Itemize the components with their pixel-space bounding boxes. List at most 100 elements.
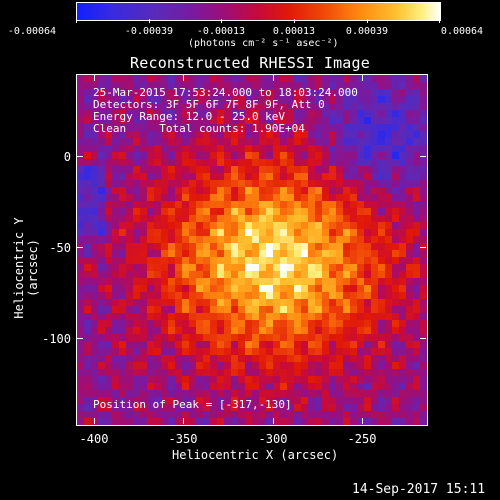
heatmap-cell — [112, 411, 119, 418]
heatmap-cell — [308, 285, 315, 292]
heatmap-cell — [329, 362, 336, 369]
heatmap-cell — [203, 418, 210, 425]
heatmap-cell — [266, 376, 273, 383]
heatmap-cell — [336, 173, 343, 180]
colorbar-tick-label: -0.00013 — [196, 26, 246, 37]
heatmap-cell — [182, 82, 189, 89]
heatmap-cell — [336, 82, 343, 89]
heatmap-cell — [280, 285, 287, 292]
plot-area — [76, 74, 428, 426]
heatmap-cell — [217, 201, 224, 208]
heatmap-cell — [357, 82, 364, 89]
heatmap-cell — [182, 96, 189, 103]
heatmap-cell — [259, 390, 266, 397]
heatmap-cell — [385, 271, 392, 278]
heatmap-cell — [147, 320, 154, 327]
heatmap-cell — [91, 159, 98, 166]
heatmap-cell — [168, 166, 175, 173]
heatmap-cell — [84, 418, 91, 425]
heatmap-cell — [147, 376, 154, 383]
heatmap-cell — [210, 159, 217, 166]
heatmap-cell — [280, 278, 287, 285]
heatmap-cell — [364, 236, 371, 243]
heatmap-cell — [77, 131, 84, 138]
heatmap-cell — [119, 222, 126, 229]
heatmap-cell — [77, 369, 84, 376]
heatmap-cell — [168, 369, 175, 376]
heatmap-cell — [392, 257, 399, 264]
heatmap-cell — [84, 194, 91, 201]
heatmap-cell — [301, 82, 308, 89]
heatmap-cell — [203, 334, 210, 341]
heatmap-cell — [77, 313, 84, 320]
heatmap-cell — [238, 173, 245, 180]
heatmap-cell — [420, 215, 427, 222]
heatmap-cell — [84, 376, 91, 383]
heatmap-cell — [371, 229, 378, 236]
heatmap-cell — [273, 355, 280, 362]
heatmap-cell — [322, 89, 329, 96]
heatmap-cell — [231, 320, 238, 327]
heatmap-cell — [308, 369, 315, 376]
heatmap-cell — [413, 355, 420, 362]
heatmap-cell — [154, 159, 161, 166]
heatmap-cell — [203, 131, 210, 138]
heatmap-cell — [175, 75, 182, 82]
heatmap-cell — [224, 124, 231, 131]
heatmap-cell — [217, 124, 224, 131]
heatmap-cell — [140, 383, 147, 390]
heatmap-cell — [112, 292, 119, 299]
heatmap-cell — [224, 285, 231, 292]
heatmap-cell — [112, 362, 119, 369]
heatmap-cell — [357, 376, 364, 383]
heatmap-cell — [315, 243, 322, 250]
heatmap-cell — [280, 418, 287, 425]
heatmap-cell — [392, 313, 399, 320]
heatmap-cell — [399, 264, 406, 271]
heatmap-cell — [98, 173, 105, 180]
heatmap-cell — [203, 285, 210, 292]
heatmap-cell — [245, 236, 252, 243]
heatmap-cell — [77, 306, 84, 313]
heatmap-cell — [315, 362, 322, 369]
heatmap-cell — [126, 96, 133, 103]
heatmap-cell — [245, 187, 252, 194]
heatmap-cell — [329, 404, 336, 411]
heatmap-cell — [336, 96, 343, 103]
heatmap-cell — [322, 243, 329, 250]
heatmap-cell — [287, 117, 294, 124]
heatmap-cell — [168, 82, 175, 89]
heatmap-cell — [238, 383, 245, 390]
heatmap-cell — [308, 243, 315, 250]
heatmap-cell — [343, 159, 350, 166]
heatmap-cell — [413, 236, 420, 243]
heatmap-cell — [266, 131, 273, 138]
heatmap-cell — [77, 404, 84, 411]
heatmap-cell — [350, 187, 357, 194]
heatmap-cell — [133, 285, 140, 292]
heatmap-cell — [315, 173, 322, 180]
heatmap-cell — [280, 159, 287, 166]
heatmap-cell — [119, 362, 126, 369]
heatmap-cell — [84, 411, 91, 418]
heatmap-cell — [350, 418, 357, 425]
heatmap-cell — [420, 89, 427, 96]
heatmap-cell — [280, 369, 287, 376]
energy-range-text: Energy Range: 12.0 - 25.0 keV — [93, 110, 286, 123]
heatmap-cell — [287, 152, 294, 159]
heatmap-cell — [238, 397, 245, 404]
heatmap-cell — [133, 89, 140, 96]
heatmap-cell — [266, 173, 273, 180]
heatmap-cell — [203, 187, 210, 194]
heatmap-cell — [308, 313, 315, 320]
heatmap-cell — [168, 278, 175, 285]
heatmap-cell — [98, 299, 105, 306]
heatmap-cell — [364, 110, 371, 117]
heatmap-cell — [350, 327, 357, 334]
heatmap-cell — [336, 194, 343, 201]
heatmap-cell — [259, 236, 266, 243]
heatmap-cell — [420, 173, 427, 180]
heatmap-cell — [112, 313, 119, 320]
heatmap-cell — [371, 250, 378, 257]
heatmap-cell — [273, 383, 280, 390]
